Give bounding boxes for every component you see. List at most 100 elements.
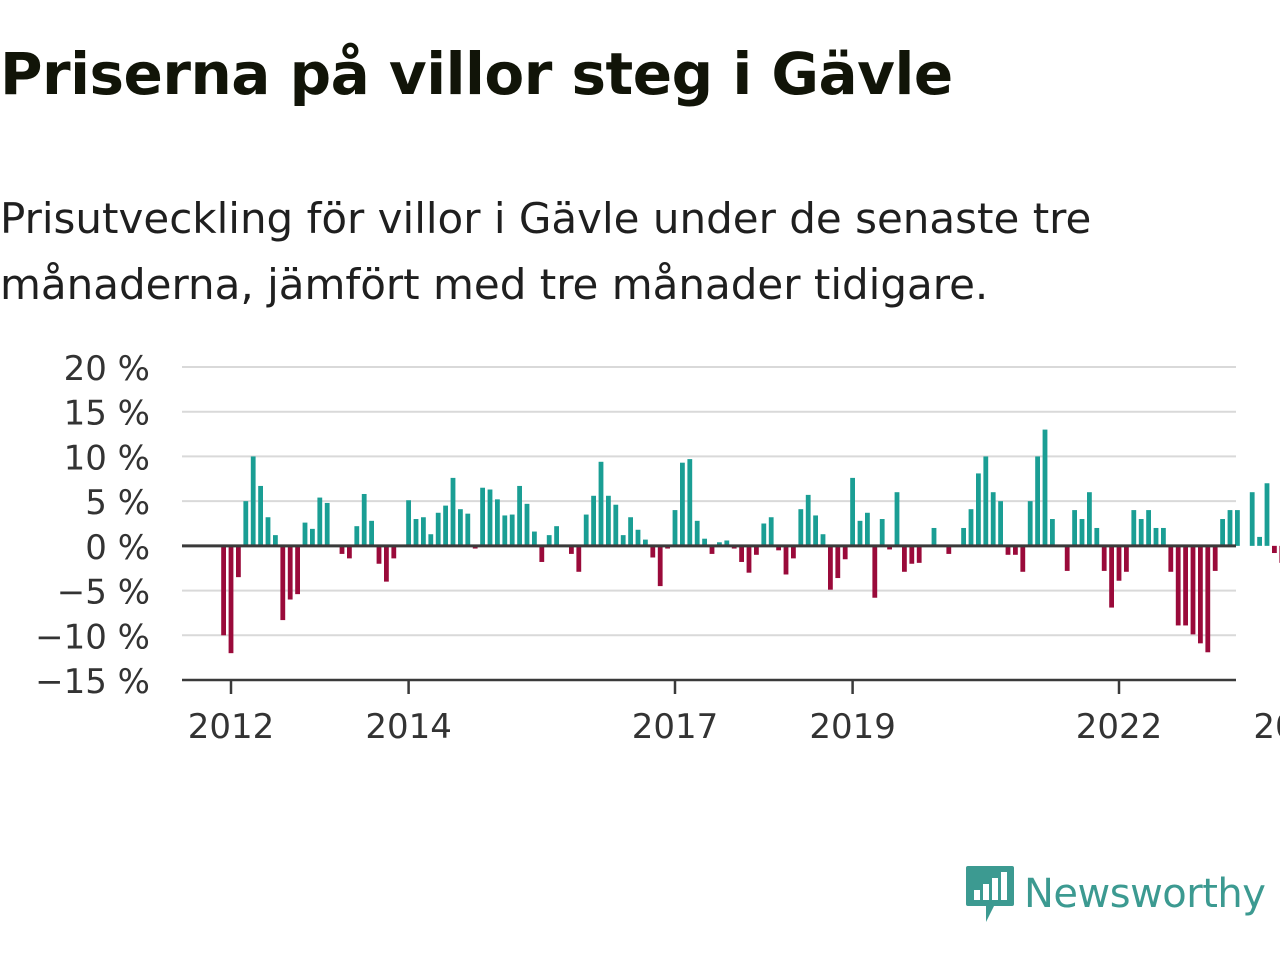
bar <box>613 504 619 546</box>
bar <box>680 462 685 546</box>
bar <box>295 545 300 595</box>
bar <box>495 499 500 546</box>
x-tick-label: 2014 <box>365 707 452 747</box>
bar <box>546 535 552 546</box>
bar <box>916 545 922 563</box>
bar <box>850 477 855 546</box>
bar <box>413 519 419 546</box>
x-tick-label: 2022 <box>1076 707 1163 747</box>
y-tick-label: 20 % <box>64 349 150 389</box>
bar <box>724 540 730 546</box>
bar <box>1205 545 1211 653</box>
bar <box>606 495 611 546</box>
bar <box>1035 456 1040 546</box>
bar <box>1161 527 1166 546</box>
gridlines <box>182 366 1236 637</box>
bar <box>709 545 715 554</box>
bar <box>569 545 574 554</box>
x-tick-label: 2024 <box>1253 707 1280 747</box>
bar <box>1257 536 1262 546</box>
bar <box>961 527 966 546</box>
bar <box>347 545 352 559</box>
bar <box>406 500 411 546</box>
y-tick-label: −5 % <box>57 573 150 613</box>
bar <box>487 489 493 546</box>
bar <box>643 539 648 546</box>
bar <box>243 501 249 546</box>
bar <box>1079 519 1085 546</box>
bar <box>428 534 434 546</box>
bar <box>458 509 463 546</box>
y-tick-label: −15 % <box>35 662 150 702</box>
bar <box>1220 519 1225 546</box>
bar <box>983 456 989 546</box>
bar <box>509 514 515 546</box>
bar <box>805 494 811 546</box>
bar <box>1146 510 1151 546</box>
bar <box>694 520 700 546</box>
bar <box>324 502 330 546</box>
bar <box>776 545 781 551</box>
bar <box>280 545 286 621</box>
bar <box>1138 519 1144 546</box>
bar <box>465 513 471 546</box>
bar <box>872 545 878 598</box>
bar <box>236 545 241 578</box>
bar <box>376 545 382 564</box>
bar <box>265 517 271 546</box>
bar <box>672 510 678 546</box>
bar <box>879 519 885 546</box>
bar <box>598 461 604 546</box>
x-tick-label: 2019 <box>809 707 896 747</box>
y-tick-label: 15 % <box>64 394 150 434</box>
bar <box>902 545 907 572</box>
bar <box>1175 545 1181 626</box>
newsworthy-logo-icon <box>966 866 1014 922</box>
bar <box>1212 545 1218 571</box>
newsworthy-logo: Newsworthy <box>964 864 1266 924</box>
bar <box>857 520 863 546</box>
bar <box>576 545 582 572</box>
bar <box>968 509 974 546</box>
bar <box>702 538 707 546</box>
bar <box>250 456 256 546</box>
bar <box>946 545 952 554</box>
bar <box>302 522 308 546</box>
bar <box>657 545 663 587</box>
bar <box>524 503 530 546</box>
bar <box>1072 510 1077 546</box>
y-tick-label: 10 % <box>64 438 150 478</box>
y-tick-label: 5 % <box>85 483 150 523</box>
bar <box>317 497 323 546</box>
bar <box>517 485 522 546</box>
y-tick-label: 0 % <box>85 528 150 568</box>
bar <box>1168 545 1174 572</box>
bar <box>894 492 900 546</box>
bar <box>583 514 589 546</box>
bar <box>1264 483 1270 546</box>
bar <box>421 517 426 546</box>
bar <box>539 545 545 562</box>
bar <box>258 485 263 546</box>
bars <box>221 429 1280 654</box>
bar <box>287 545 293 600</box>
bar <box>783 545 789 575</box>
bar <box>754 545 759 555</box>
axes <box>182 544 1236 694</box>
bar <box>1109 545 1114 608</box>
chart-title: Priserna på villor steg i Gävle <box>0 40 953 108</box>
bar <box>354 526 360 546</box>
tick-labels: 20 % 15 %10 % 5 % 0 % −5 %−10 % −15 % 2012 2014… <box>35 349 1280 747</box>
bar <box>480 487 485 546</box>
bar <box>1190 545 1196 635</box>
bar <box>532 531 537 546</box>
bar <box>1042 429 1048 546</box>
bar <box>828 545 833 590</box>
bar <box>687 459 693 546</box>
bar <box>1116 545 1122 581</box>
bar <box>273 535 278 546</box>
bar <box>1227 510 1233 546</box>
price-change-bar-chart: 20 % 15 %10 % 5 % 0 % −5 %−10 % −15 % 2012 2014… <box>35 349 1280 747</box>
brand-name: Newsworthy <box>1024 871 1266 917</box>
bar <box>443 505 448 546</box>
